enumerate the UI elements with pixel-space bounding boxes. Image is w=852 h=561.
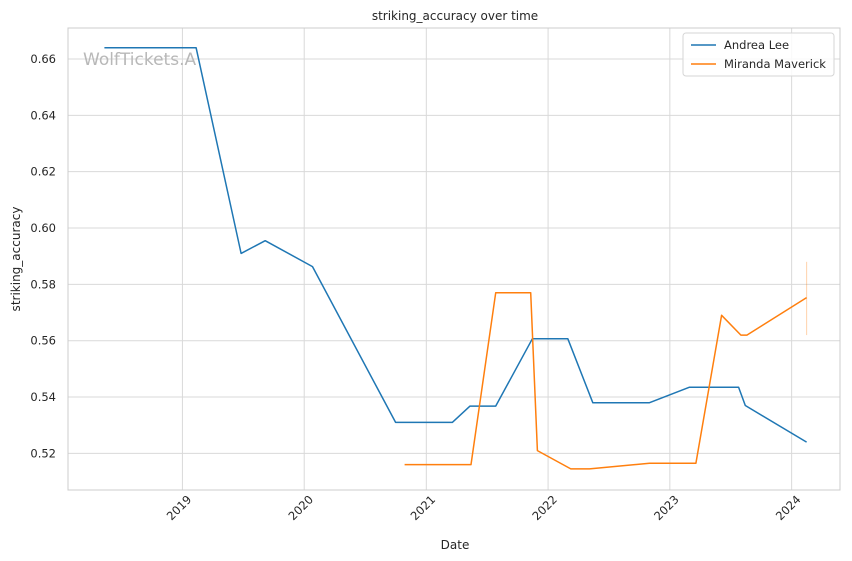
series-layer [104,46,807,470]
series-line-miranda-maverick [404,292,807,470]
y-tick-label: 0.54 [30,390,56,404]
y-tick-labels: 0.52 0.54 0.56 0.58 0.60 0.62 0.64 0.66 [30,52,56,460]
chart-title: striking_accuracy over time [372,9,538,23]
y-axis-label: striking_accuracy [9,207,23,312]
x-axis-label: Date [441,538,470,552]
plot-area [68,28,840,490]
watermark: WolfTickets.A [83,50,196,70]
grid [68,28,840,490]
y-tick-label: 0.62 [30,165,56,179]
plot-frame [67,27,841,491]
legend: Andrea Lee Miranda Maverick [682,32,835,77]
y-tick-label: 0.64 [30,108,56,122]
y-tick-label: 0.66 [30,52,56,66]
legend-box [682,32,835,77]
series-line-andrea-lee [104,46,807,443]
y-tick-label: 0.58 [30,277,56,291]
y-tick-label: 0.56 [30,334,56,348]
legend-label-miranda-maverick: Miranda Maverick [724,57,826,71]
y-tick-label: 0.52 [30,446,56,460]
y-tick-label: 0.60 [30,221,56,235]
legend-label-andrea-lee: Andrea Lee [724,38,789,52]
